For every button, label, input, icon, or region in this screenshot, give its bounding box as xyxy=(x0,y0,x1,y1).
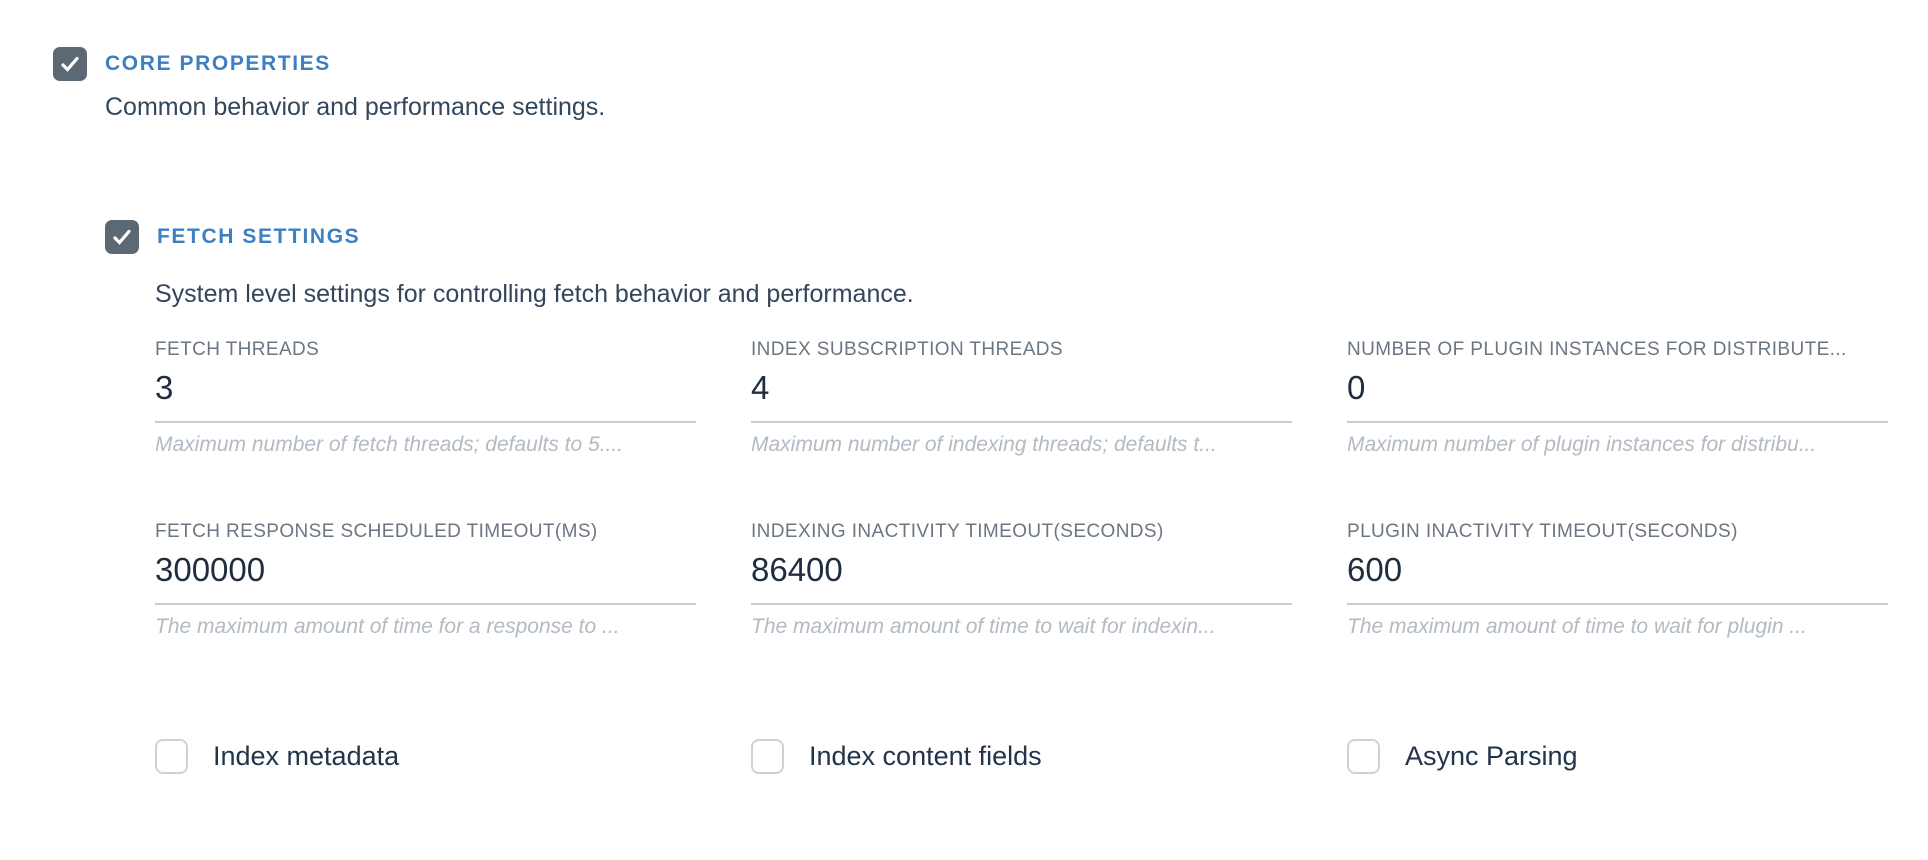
fetch-settings-fields: FETCH THREADS 3 Maximum number of fetch … xyxy=(155,339,1928,639)
checkmark-icon xyxy=(110,225,134,249)
fetch-settings-checkbox[interactable] xyxy=(105,220,139,254)
checkmark-icon xyxy=(58,52,82,76)
field-indexing-inactivity-timeout: INDEXING INACTIVITY TIMEOUT(SECONDS) 864… xyxy=(751,521,1292,639)
field-plugin-instances: NUMBER OF PLUGIN INSTANCES FOR DISTRIBUT… xyxy=(1347,339,1888,457)
index-metadata-checkbox[interactable] xyxy=(155,739,188,774)
fetch-settings-description: System level settings for controlling fe… xyxy=(155,280,914,308)
field-plugin-inactivity-timeout: PLUGIN INACTIVITY TIMEOUT(SECONDS) 600 T… xyxy=(1347,521,1888,639)
field-label: FETCH RESPONSE SCHEDULED TIMEOUT(MS) xyxy=(155,521,598,542)
fetch-settings-header: FETCH SETTINGS xyxy=(105,220,1928,254)
field-hint: Maximum number of plugin instances for d… xyxy=(1347,433,1817,456)
core-properties-checkbox[interactable] xyxy=(53,47,87,81)
section-fetch-settings: FETCH SETTINGS System level settings for… xyxy=(105,220,1928,774)
field-hint: The maximum amount of time to wait for i… xyxy=(751,615,1216,638)
field-hint: Maximum number of indexing threads; defa… xyxy=(751,433,1217,456)
fetch-response-timeout-input[interactable]: 300000 xyxy=(155,551,696,605)
index-content-fields-checkbox[interactable] xyxy=(751,739,784,774)
section-title-fetch-settings: FETCH SETTINGS xyxy=(157,225,361,248)
section-core-properties: CORE PROPERTIES Common behavior and perf… xyxy=(53,47,1928,774)
plugin-instances-input[interactable]: 0 xyxy=(1347,369,1888,423)
plugin-inactivity-timeout-input[interactable]: 600 xyxy=(1347,551,1888,605)
field-hint: The maximum amount of time to wait for p… xyxy=(1347,615,1807,638)
core-properties-description: Common behavior and performance settings… xyxy=(105,93,606,121)
field-label: INDEX SUBSCRIPTION THREADS xyxy=(751,339,1063,360)
indexing-inactivity-timeout-input[interactable]: 86400 xyxy=(751,551,1292,605)
fetch-settings-toggles: Index metadata Index content fields Asyn… xyxy=(155,739,1928,774)
field-index-subscription-threads: INDEX SUBSCRIPTION THREADS 4 Maximum num… xyxy=(751,339,1292,457)
core-properties-header: CORE PROPERTIES xyxy=(53,47,1928,81)
fetch-threads-input[interactable]: 3 xyxy=(155,369,696,423)
field-fetch-response-timeout: FETCH RESPONSE SCHEDULED TIMEOUT(MS) 300… xyxy=(155,521,696,639)
field-hint: Maximum number of fetch threads; default… xyxy=(155,433,624,456)
toggle-label: Index metadata xyxy=(213,741,400,771)
settings-page: CORE PROPERTIES Common behavior and perf… xyxy=(53,47,1928,774)
toggle-index-content-fields[interactable]: Index content fields xyxy=(751,739,1292,774)
section-title-core-properties: CORE PROPERTIES xyxy=(105,52,331,75)
toggle-label: Index content fields xyxy=(809,741,1042,771)
field-hint: The maximum amount of time for a respons… xyxy=(155,615,620,638)
async-parsing-checkbox[interactable] xyxy=(1347,739,1380,774)
field-label: NUMBER OF PLUGIN INSTANCES FOR DISTRIBUT… xyxy=(1347,339,1847,360)
field-fetch-threads: FETCH THREADS 3 Maximum number of fetch … xyxy=(155,339,696,457)
index-subscription-threads-input[interactable]: 4 xyxy=(751,369,1292,423)
toggle-index-metadata[interactable]: Index metadata xyxy=(155,739,696,774)
toggle-async-parsing[interactable]: Async Parsing xyxy=(1347,739,1888,774)
toggle-label: Async Parsing xyxy=(1405,741,1578,771)
field-label: PLUGIN INACTIVITY TIMEOUT(SECONDS) xyxy=(1347,521,1738,542)
field-label: INDEXING INACTIVITY TIMEOUT(SECONDS) xyxy=(751,521,1164,542)
field-label: FETCH THREADS xyxy=(155,339,320,360)
